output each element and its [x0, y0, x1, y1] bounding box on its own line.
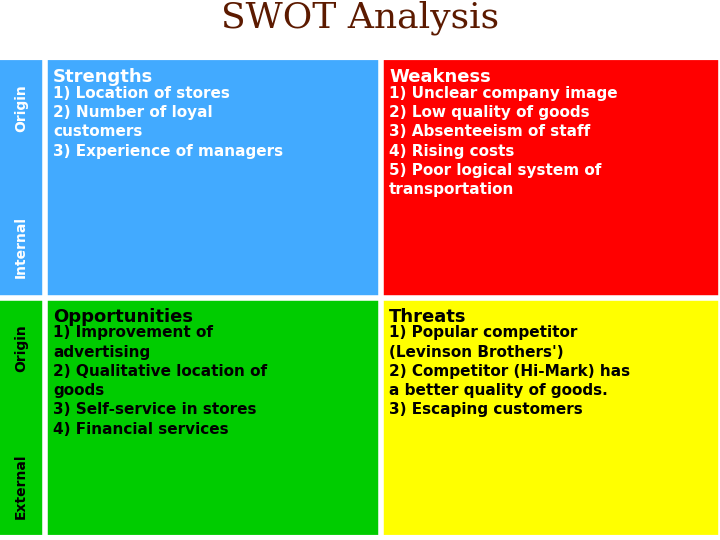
Text: Threats: Threats [389, 307, 467, 326]
Text: Opportunities: Opportunities [53, 307, 193, 326]
Text: 1) Popular competitor
(Levinson Brothers')
2) Competitor (Hi-Mark) has
a better : 1) Popular competitor (Levinson Brothers… [389, 326, 630, 417]
Bar [381, 298, 717, 537]
Text: 1) Location of stores
2) Number of loyal
customers
3) Experience of managers: 1) Location of stores 2) Number of loyal… [53, 86, 283, 159]
Text: Internal: Internal [14, 216, 28, 278]
Text: SWOT Analysis: SWOT Analysis [221, 1, 499, 35]
Bar [381, 58, 717, 298]
Text: Origin: Origin [14, 324, 28, 372]
Bar [0, 58, 42, 298]
Text: 1) Improvement of
advertising
2) Qualitative location of
goods
3) Self-service i: 1) Improvement of advertising 2) Qualita… [53, 326, 267, 436]
Text: Weakness: Weakness [389, 68, 491, 86]
Bar [45, 58, 381, 298]
Text: External: External [14, 454, 28, 519]
Bar [45, 298, 381, 537]
Text: Strengths: Strengths [53, 68, 153, 86]
Bar [0, 298, 42, 537]
Text: Origin: Origin [14, 84, 28, 132]
Text: 1) Unclear company image
2) Low quality of goods
3) Absenteeism of staff
4) Risi: 1) Unclear company image 2) Low quality … [389, 86, 618, 197]
